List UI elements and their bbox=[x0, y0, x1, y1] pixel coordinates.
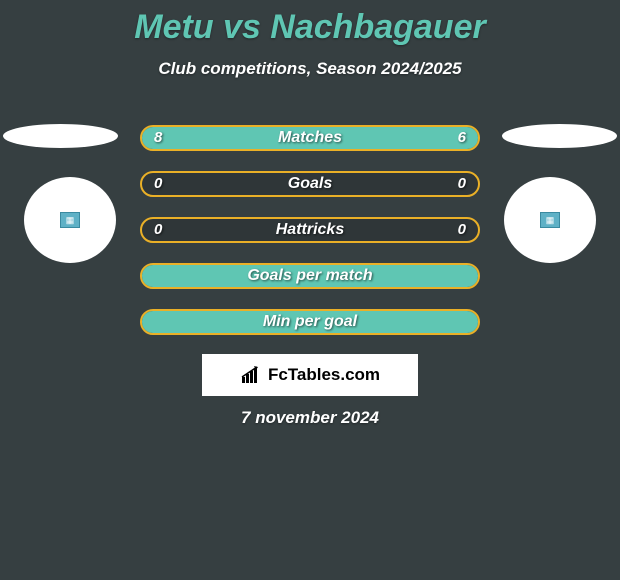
stat-value-left: 0 bbox=[154, 173, 162, 195]
stat-value-left: 0 bbox=[154, 219, 162, 241]
page-title: Metu vs Nachbagauer bbox=[0, 0, 620, 47]
stat-row: Matches8 6 bbox=[140, 125, 480, 151]
stat-label: Min per goal bbox=[142, 311, 478, 333]
stat-label: Hattricks bbox=[142, 219, 478, 241]
player-left-ellipse bbox=[3, 124, 118, 148]
date-label: 7 november 2024 bbox=[0, 408, 620, 428]
brand-text: FcTables.com bbox=[268, 365, 380, 385]
stat-row: Goals per match bbox=[140, 263, 480, 289]
placeholder-icon: ▦ bbox=[540, 212, 560, 228]
stat-value-right: 0 bbox=[458, 173, 466, 195]
placeholder-icon: ▦ bbox=[60, 212, 80, 228]
page-subtitle: Club competitions, Season 2024/2025 bbox=[0, 59, 620, 79]
brand-badge: FcTables.com bbox=[202, 354, 418, 396]
stats-container: Matches86Goals00Hattricks00Goals per mat… bbox=[140, 125, 480, 355]
bars-icon bbox=[240, 365, 264, 385]
stat-value-right: 0 bbox=[458, 219, 466, 241]
stat-label: Goals bbox=[142, 173, 478, 195]
stat-value-left: 8 bbox=[154, 127, 162, 149]
player-right-ellipse bbox=[502, 124, 617, 148]
stat-value-right: 6 bbox=[458, 127, 466, 149]
stat-label: Matches bbox=[142, 127, 478, 149]
stat-row: Hattricks0 0 bbox=[140, 217, 480, 243]
stat-row: Goals0 0 bbox=[140, 171, 480, 197]
stat-row: Min per goal bbox=[140, 309, 480, 335]
player-left-avatar: ▦ bbox=[24, 177, 116, 263]
stat-label: Goals per match bbox=[142, 265, 478, 287]
player-right-avatar: ▦ bbox=[504, 177, 596, 263]
